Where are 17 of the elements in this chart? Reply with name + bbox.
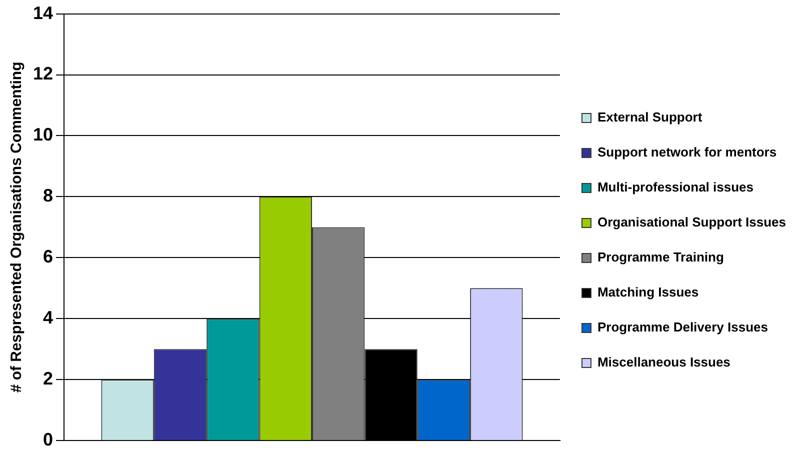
legend-label: Miscellaneous Issues — [597, 354, 730, 370]
y-tick-label: 4 — [43, 308, 54, 328]
y-tick-label: 14 — [32, 2, 54, 23]
legend-label: Programme Training — [597, 250, 724, 265]
y-tick-label: 6 — [43, 246, 54, 267]
legend-label: External Support — [597, 110, 703, 125]
y-tick-label: 0 — [43, 430, 54, 450]
legend-label: Multi-professional issues — [597, 180, 754, 195]
legend-label: Programme Delivery Issues — [597, 320, 768, 335]
legend-label: Matching Issues — [597, 284, 699, 300]
y-tick-label: 12 — [32, 64, 54, 84]
y-tick-label: 10 — [32, 124, 54, 145]
legend-label: Organisational Support Issues — [597, 214, 786, 230]
legend-label: Support network for mentors — [597, 144, 777, 160]
y-axis-title: # of Respresented Organisations Commenting — [8, 62, 26, 393]
y-tick-label: 2 — [43, 368, 54, 389]
y-tick-label: 8 — [43, 186, 54, 206]
